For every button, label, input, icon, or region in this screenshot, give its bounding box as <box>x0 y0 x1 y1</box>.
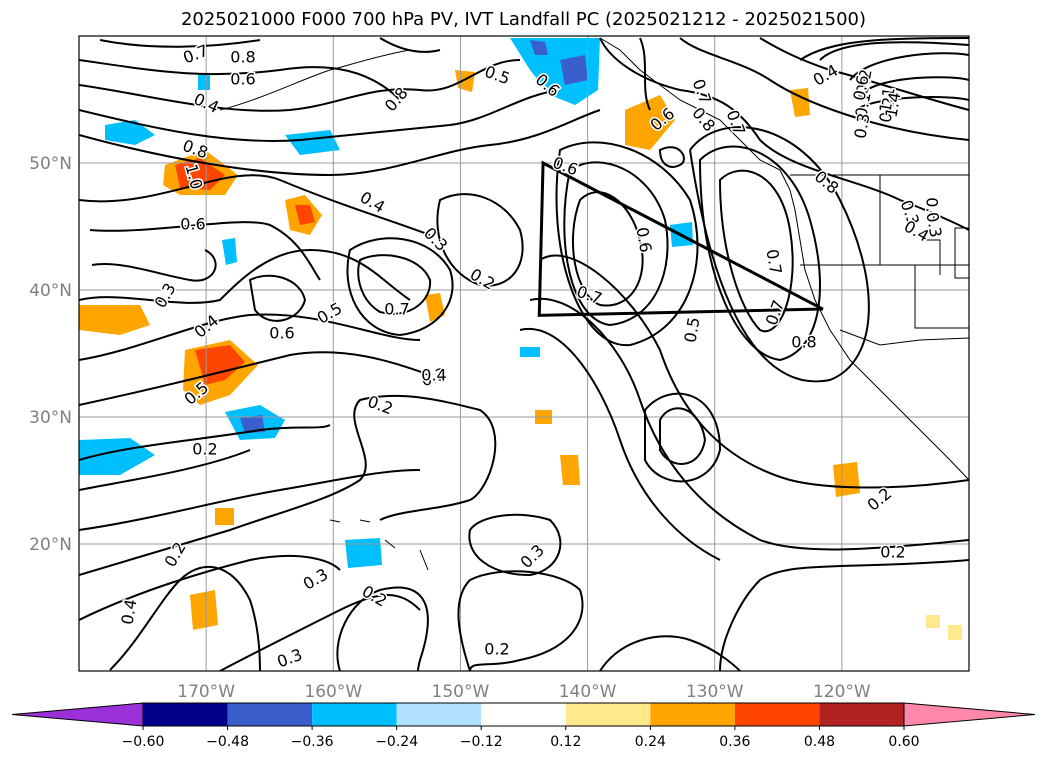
contour-label: 0.7 <box>762 297 789 327</box>
contour-label: 0.3 <box>151 280 180 312</box>
contour-label: 0.2 <box>359 582 391 611</box>
contour-label: 0.6 <box>269 324 294 343</box>
contour-label: 0.7 <box>762 248 785 276</box>
colorbar-segment <box>227 703 313 726</box>
colorbar-segment <box>819 703 904 726</box>
colorbar-extend-high <box>903 702 1036 727</box>
contour-label: 1.4 <box>881 91 904 119</box>
latitude-label: 30°N <box>29 408 72 428</box>
colorbar-tick-label: −0.36 <box>291 734 334 750</box>
colorbar-outline <box>142 702 905 727</box>
longitude-label: 160°W <box>304 682 362 702</box>
longitude-label: 120°W <box>813 682 871 702</box>
contour-label: 0.3 <box>300 565 332 594</box>
landfall-region-polygon <box>537 160 824 317</box>
contour-label: 0.6 <box>632 226 655 254</box>
longitude-label: 140°W <box>559 682 617 702</box>
contour-label: 0.6 <box>230 70 255 89</box>
colorbar-tick-label: 0.24 <box>635 734 666 750</box>
colorbar-segment <box>734 703 820 726</box>
contour-label: 0.8 <box>811 167 843 198</box>
latitude-label: 40°N <box>29 281 72 301</box>
colorbar-tick-label: 0.60 <box>888 734 919 750</box>
contour-label: 0.3 <box>517 541 548 572</box>
colorbar-tick-label: −0.60 <box>122 734 165 750</box>
colorbar: −0.60 −0.48 −0.36 −0.24 −0.12 0.12 0.24 0.36 0.4… <box>11 702 1036 750</box>
contour-label: 0.6 <box>550 153 580 180</box>
map-title: 2025021000 F000 700 hPa PV, IVT Landfall… <box>180 9 867 30</box>
contour-label: 0.2 <box>880 543 905 562</box>
longitude-label: 170°W <box>177 682 235 702</box>
colorbar-segment <box>396 703 482 726</box>
longitude-labels: 170°W 160°W 150°W 140°W 130°W 120°W <box>177 682 871 702</box>
coastlines <box>219 37 969 571</box>
contour-label: 0.2 <box>484 640 509 659</box>
contour-label: 0.7 <box>384 300 409 319</box>
contour-label: 0.4 <box>421 366 446 385</box>
colorbar-segment <box>143 703 228 726</box>
latitude-label: 20°N <box>29 535 72 555</box>
contour-label: 0.4 <box>357 188 389 217</box>
contour-label: 0.2 <box>192 440 217 459</box>
contour-label: 0.3 <box>274 645 304 672</box>
colorbar-tick-label: −0.24 <box>375 734 418 750</box>
contour-label: 0.3 <box>420 224 451 255</box>
colorbar-tick-label: −0.12 <box>460 734 503 750</box>
contour-label: 0.4 <box>191 89 222 117</box>
contour-label: 0.2 <box>875 96 898 124</box>
colorbar-tick-label: 0.36 <box>719 734 750 750</box>
contour-label: 0.5 <box>680 316 703 344</box>
contour-label: 0.4 <box>191 311 223 342</box>
map-gridlines <box>79 36 969 671</box>
latitude-labels: 20°N 30°N 40°N 50°N <box>29 154 72 555</box>
contour-label: 0.5 <box>923 197 942 222</box>
contour-label: 0.2 <box>467 265 499 294</box>
colorbar-segment <box>565 703 651 726</box>
colorbar-tick-label: −0.48 <box>206 734 249 750</box>
contour-label: 0.3 <box>850 112 873 140</box>
contour-label: 0.6 <box>180 215 205 234</box>
latitude-label: 50°N <box>29 154 72 174</box>
pv-contours <box>79 37 969 671</box>
colorbar-segment <box>650 703 735 726</box>
colorbar-segment <box>312 703 397 726</box>
contour-label: 0.8 <box>230 48 255 67</box>
longitude-label: 150°W <box>432 682 490 702</box>
map-frame <box>78 35 970 672</box>
contour-label: 0.7 <box>689 76 716 106</box>
colorbar-extend-low <box>11 702 144 727</box>
contour-label: 0.5 <box>482 62 512 89</box>
longitude-label: 130°W <box>686 682 744 702</box>
contour-label: 0.7 <box>723 107 750 137</box>
contour-label: 0.8 <box>791 333 816 352</box>
contour-label: 0.4 <box>117 598 140 626</box>
map-area: 0.7 0.80.60.40.81.00.60.40.30.20.70.60.50… <box>79 36 969 671</box>
colorbar-tick-label: 0.48 <box>804 734 835 750</box>
colorbar-tick-label: 0.12 <box>550 734 581 750</box>
colorbar-segment <box>481 703 566 726</box>
